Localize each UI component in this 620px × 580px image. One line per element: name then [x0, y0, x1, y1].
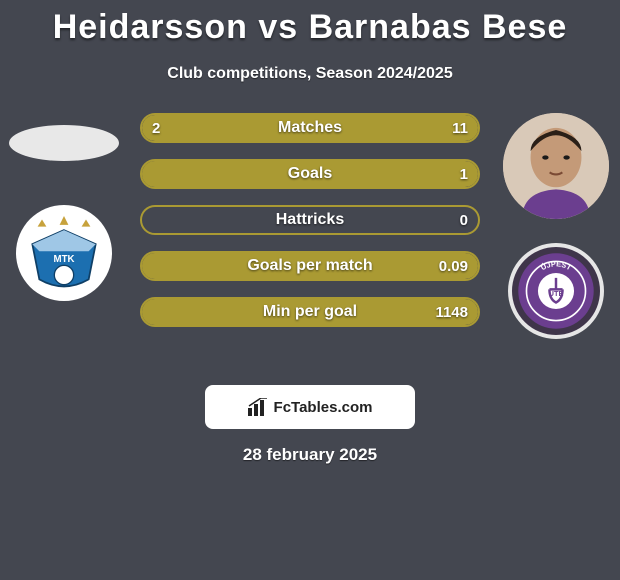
svg-text:MTK: MTK [54, 254, 75, 265]
stat-value-right: 0 [460, 207, 468, 233]
player-left-column: MTK [4, 113, 124, 301]
stat-value-left: 2 [152, 115, 160, 141]
stat-label: Goals per match [142, 253, 478, 279]
comparison-subtitle: Club competitions, Season 2024/2025 [0, 65, 620, 83]
stat-value-right: 1148 [435, 299, 468, 325]
stat-value-right: 0.09 [439, 253, 468, 279]
stat-row: Goals per match0.09 [140, 251, 480, 281]
stat-label: Matches [142, 115, 478, 141]
player-left-avatar [9, 125, 119, 161]
club-right-crest-icon: UTE ÚJPEST [515, 250, 597, 332]
stat-row: Goals1 [140, 159, 480, 189]
club-right-crest: UTE ÚJPEST [508, 243, 604, 339]
club-left-crest: MTK [16, 205, 112, 301]
attribution-badge: FcTables.com [205, 385, 415, 429]
stat-bars: Matches2 11 Goals1 Hattricks0 Goals per matc… [140, 113, 480, 343]
stat-value-right: 11 [452, 115, 468, 141]
stat-label: Min per goal [142, 299, 478, 325]
attribution-text: FcTables.com [274, 399, 373, 416]
player-right-avatar [503, 113, 609, 219]
player-right-avatar-icon [503, 113, 609, 219]
stat-row: Min per goal1148 [140, 297, 480, 327]
stat-label: Hattricks [142, 207, 478, 233]
stat-value-right: 1 [460, 161, 468, 187]
svg-text:UTE: UTE [549, 289, 564, 298]
player-right-column: UTE ÚJPEST [496, 113, 616, 339]
comparison-content: MTK UTE ÚJ [0, 113, 620, 373]
club-left-crest-icon: MTK [20, 209, 108, 297]
stat-row: Hattricks0 [140, 205, 480, 235]
comparison-title: Heidarsson vs Barnabas Bese [0, 0, 620, 47]
stat-row: Matches2 11 [140, 113, 480, 143]
attribution-icon [248, 398, 268, 416]
comparison-date: 28 february 2025 [0, 445, 620, 465]
stat-label: Goals [142, 161, 478, 187]
